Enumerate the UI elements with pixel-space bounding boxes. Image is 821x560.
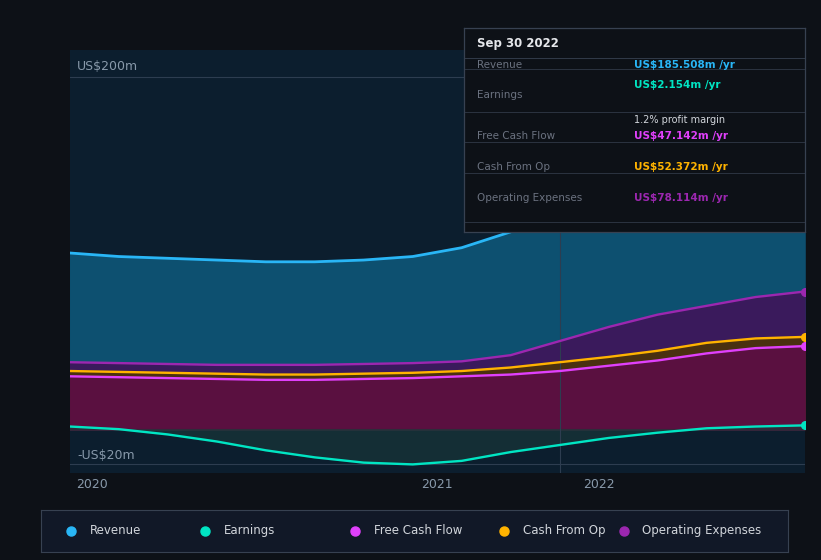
Text: US$47.142m /yr: US$47.142m /yr bbox=[635, 132, 728, 141]
Text: Revenue: Revenue bbox=[89, 524, 141, 537]
Text: US$185.508m /yr: US$185.508m /yr bbox=[635, 60, 735, 70]
Text: Operating Expenses: Operating Expenses bbox=[478, 193, 583, 203]
Text: Earnings: Earnings bbox=[224, 524, 276, 537]
Text: Free Cash Flow: Free Cash Flow bbox=[374, 524, 462, 537]
Text: 1.2% profit margin: 1.2% profit margin bbox=[635, 115, 725, 125]
Text: Cash From Op: Cash From Op bbox=[523, 524, 605, 537]
Text: US$0: US$0 bbox=[77, 414, 110, 427]
Text: -US$20m: -US$20m bbox=[77, 449, 135, 462]
Text: Revenue: Revenue bbox=[478, 60, 523, 70]
Text: US$78.114m /yr: US$78.114m /yr bbox=[635, 193, 728, 203]
Text: Earnings: Earnings bbox=[478, 91, 523, 100]
Text: Free Cash Flow: Free Cash Flow bbox=[478, 132, 556, 141]
Text: US$52.372m /yr: US$52.372m /yr bbox=[635, 162, 728, 172]
Text: US$200m: US$200m bbox=[77, 59, 138, 73]
Text: Cash From Op: Cash From Op bbox=[478, 162, 551, 172]
Text: US$2.154m /yr: US$2.154m /yr bbox=[635, 80, 721, 90]
Text: Operating Expenses: Operating Expenses bbox=[643, 524, 762, 537]
Text: Sep 30 2022: Sep 30 2022 bbox=[478, 37, 559, 50]
